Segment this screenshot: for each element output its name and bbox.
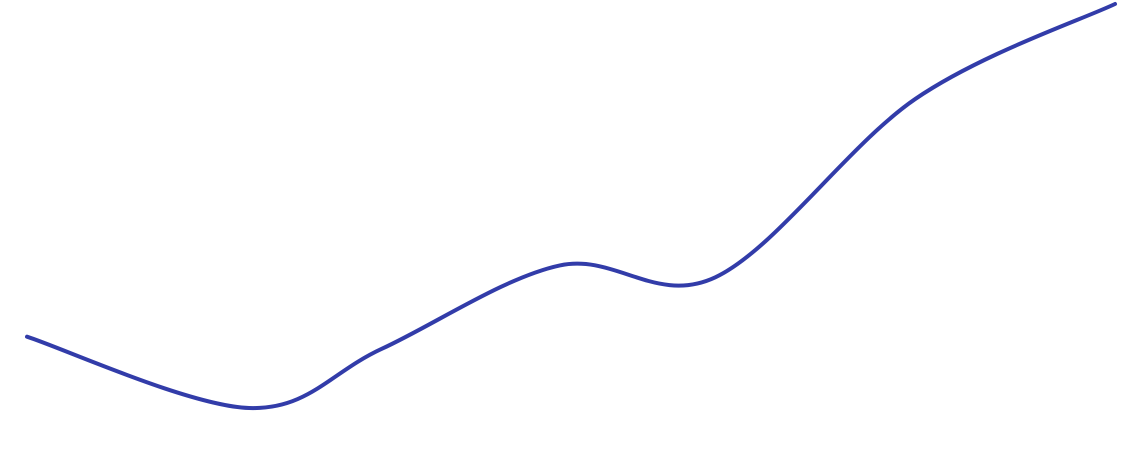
series-line-0	[25, 2, 1117, 411]
series-layer	[25, 2, 1117, 411]
